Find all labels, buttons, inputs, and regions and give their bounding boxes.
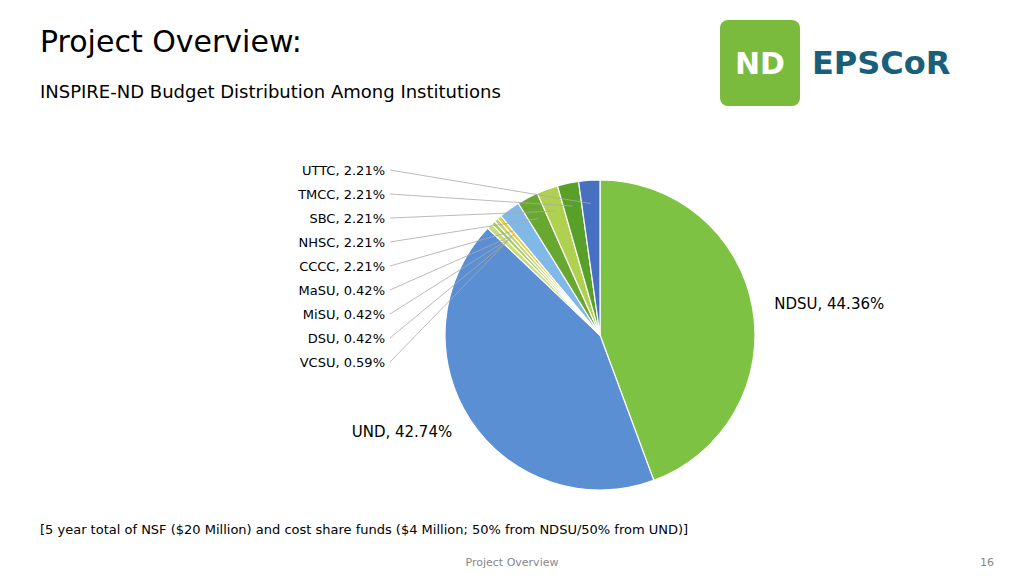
chart: Project Overview: INSPIRE-ND Budget Distr… — [0, 0, 1024, 576]
data-label: CCCC, 2.21% — [299, 259, 385, 274]
data-label: NHSC, 2.21% — [299, 235, 385, 250]
leader-line — [390, 170, 591, 204]
logo-text: EPSCoR — [812, 44, 950, 82]
footer: [5 year total of NSF ($20 Million) and c… — [40, 522, 688, 537]
footer: 16 — [980, 556, 994, 569]
data-label: MiSU, 0.42% — [303, 307, 385, 322]
data-label: UND, 42.74% — [352, 423, 452, 441]
logo-text: ND — [735, 46, 785, 81]
title: Project Overview: — [40, 24, 302, 59]
leader-line — [390, 194, 573, 206]
leader-line — [390, 242, 506, 362]
logo-box — [720, 20, 800, 106]
data-label: VCSU, 0.59% — [300, 355, 385, 370]
leader-line — [390, 240, 509, 338]
data-label: SBC, 2.21% — [309, 211, 385, 226]
data-label: MaSU, 0.42% — [298, 283, 385, 298]
logo: ND EPSCoR — [720, 20, 950, 106]
data-label: NDSU, 44.36% — [774, 295, 884, 313]
data-labels: NDSU, 44.36% UND, 42.74% UTTC, 2.21% TMCC, … — [297, 163, 884, 442]
data-label: UTTC, 2.21% — [302, 163, 385, 178]
pie — [445, 180, 755, 490]
data-label: DSU, 0.42% — [308, 331, 385, 346]
leader-line — [390, 211, 555, 218]
subtitle: INSPIRE-ND Budget Distribution Among Ins… — [40, 81, 501, 102]
data-label: TMCC, 2.21% — [297, 187, 385, 202]
leader-line — [390, 235, 514, 290]
footer: Project Overview — [466, 556, 559, 569]
leader-line — [390, 237, 512, 314]
